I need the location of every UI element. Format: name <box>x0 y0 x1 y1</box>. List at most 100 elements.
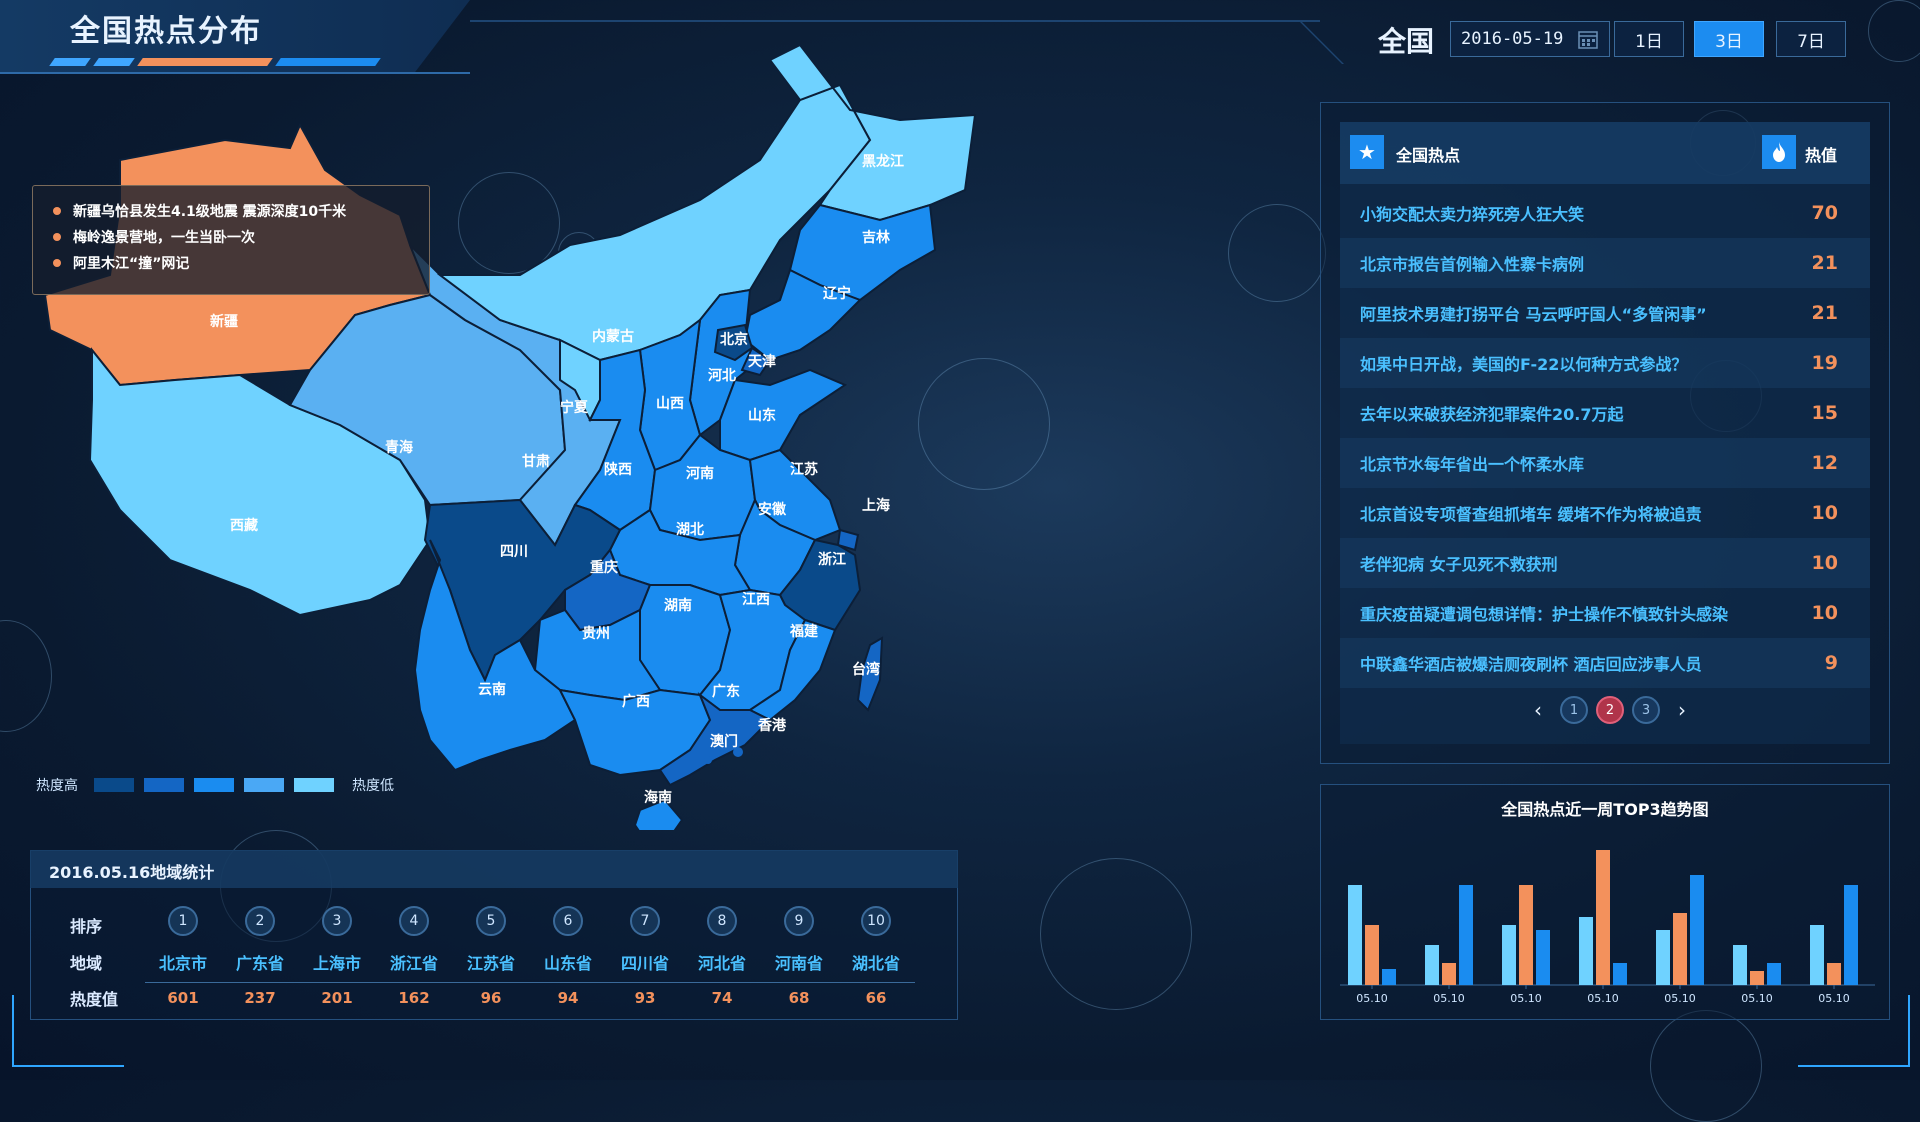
rank-cell: 2 <box>225 906 295 936</box>
trend-bar[interactable] <box>1579 917 1593 985</box>
decor-sphere <box>1040 858 1192 1010</box>
range-button-1d[interactable]: 1日 <box>1614 21 1684 57</box>
province-label: 山东 <box>748 407 776 424</box>
rank-cell: 7 <box>610 906 680 936</box>
heat-value-cell: 68 <box>788 989 810 1007</box>
province-label: 香港 <box>757 717 787 734</box>
trend-bar[interactable] <box>1348 885 1362 985</box>
news-item[interactable]: 梅岭逸景营地，一生当卧一次 <box>53 224 429 250</box>
trend-bar[interactable] <box>1425 945 1439 985</box>
hot-row[interactable]: 北京节水每年省出一个怀柔水库 12 <box>1340 438 1870 488</box>
province-label: 江西 <box>742 591 770 608</box>
region-cell[interactable]: 河北省 <box>697 954 746 973</box>
province-xizang[interactable] <box>88 347 432 617</box>
hot-row[interactable]: 北京市报告首例输入性寨卡病例 21 <box>1340 238 1870 288</box>
news-item[interactable]: 新疆乌恰县发生4.1级地震 震源深度10千米 <box>53 198 429 224</box>
province-aomen[interactable] <box>704 756 712 764</box>
region-label[interactable]: 全国 <box>1378 25 1435 58</box>
trend-bar[interactable] <box>1810 925 1824 985</box>
star-icon: ★ <box>1350 135 1384 169</box>
range-button-3d[interactable]: 3日 <box>1694 21 1764 57</box>
hot-row[interactable]: 如果中日开战，美国的F-22以何种方式参战？ 19 <box>1340 338 1870 388</box>
region-cell[interactable]: 河南省 <box>774 954 823 973</box>
hot-row[interactable]: 中联鑫华酒店被爆洁厕夜刷杯 酒店回应涉事人员 9 <box>1340 638 1870 688</box>
hot-item-value: 70 <box>1811 202 1838 224</box>
province-label: 新疆 <box>210 313 238 330</box>
trend-bar[interactable] <box>1733 945 1747 985</box>
page-button-2[interactable]: 2 <box>1596 696 1624 724</box>
rank-badge: 6 <box>553 906 583 936</box>
trend-bar[interactable] <box>1382 969 1396 985</box>
region-cell[interactable]: 四川省 <box>620 954 669 973</box>
trend-bar[interactable] <box>1459 885 1473 985</box>
province-heilongjiang[interactable] <box>768 43 977 222</box>
trend-bar[interactable] <box>1502 925 1516 985</box>
hot-item-value: 15 <box>1811 402 1838 424</box>
region-cell[interactable]: 湖北省 <box>851 954 900 973</box>
trend-bar[interactable] <box>1844 885 1858 985</box>
province-taiwan[interactable] <box>856 636 884 712</box>
page-button-1[interactable]: 1 <box>1560 696 1588 724</box>
region-cell[interactable]: 上海市 <box>312 954 361 973</box>
trend-bar[interactable] <box>1365 925 1379 985</box>
province-label: 江苏 <box>790 461 818 478</box>
province-liaoning[interactable] <box>743 268 862 362</box>
rank-badge: 9 <box>784 906 814 936</box>
trend-bar[interactable] <box>1827 963 1841 985</box>
province-xianggang[interactable] <box>733 747 743 757</box>
heat-value-cell: 66 <box>865 989 887 1007</box>
province-label: 内蒙古 <box>592 328 634 345</box>
hot-item-text: 北京首设专项督查组抓堵车 缓堵不作为将被追责 <box>1360 505 1702 524</box>
trend-bar[interactable] <box>1767 963 1781 985</box>
trend-bar[interactable] <box>1613 963 1627 985</box>
trend-bar[interactable] <box>1536 930 1550 985</box>
province-label: 湖南 <box>664 597 692 614</box>
province-label: 广东 <box>712 683 740 700</box>
province-guangdong[interactable] <box>658 692 772 787</box>
province-label: 青海 <box>385 439 413 456</box>
trend-bar[interactable] <box>1673 913 1687 985</box>
hot-item-text: 重庆疫苗疑遭调包想详情：护士操作不慎致针头感染 <box>1360 605 1729 624</box>
trend-bar[interactable] <box>1690 875 1704 985</box>
hot-row[interactable]: 北京首设专项督查组抓堵车 缓堵不作为将被追责 10 <box>1340 488 1870 538</box>
chevron-left-icon[interactable]: ‹ <box>1534 698 1542 722</box>
hot-row[interactable]: 小狗交配太卖力猝死旁人狂大笑 70 <box>1340 188 1870 238</box>
date-picker[interactable]: 2016-05-19 <box>1450 21 1610 57</box>
calendar-icon[interactable] <box>1577 28 1599 50</box>
header-line <box>1298 20 1344 64</box>
hot-row[interactable]: 老伴犯病 女子见死不救获刑 10 <box>1340 538 1870 588</box>
region-cell[interactable]: 山东省 <box>543 954 592 973</box>
province-label: 河南 <box>686 465 714 482</box>
region-cell[interactable]: 北京市 <box>158 954 207 973</box>
trend-bar[interactable] <box>1656 930 1670 985</box>
hot-row[interactable]: 重庆疫苗疑遭调包想详情：护士操作不慎致针头感染 10 <box>1340 588 1870 638</box>
range-button-7d[interactable]: 7日 <box>1776 21 1846 57</box>
hot-row[interactable]: 阿里技术男建打拐平台 马云呼吁国人“多管闲事” 21 <box>1340 288 1870 338</box>
trend-bar[interactable] <box>1519 885 1533 985</box>
chevron-right-icon[interactable]: › <box>1678 698 1686 722</box>
legend-swatch <box>194 778 234 792</box>
region-cell[interactable]: 江苏省 <box>466 954 515 973</box>
province-jilin[interactable] <box>788 203 937 302</box>
region-row-label: 地域 <box>70 954 103 973</box>
region-cell[interactable]: 浙江省 <box>389 954 438 973</box>
hot-item-value: 10 <box>1811 502 1838 524</box>
province-beijing[interactable] <box>713 323 754 362</box>
heat-value-cell: 237 <box>244 989 276 1007</box>
province-tianjin[interactable] <box>740 346 772 377</box>
decor-sphere <box>1228 204 1326 302</box>
province-label: 云南 <box>478 681 506 698</box>
trend-bar[interactable] <box>1750 971 1764 985</box>
trend-bar[interactable] <box>1442 963 1456 985</box>
region-cell[interactable]: 广东省 <box>235 954 284 973</box>
province-yunnan[interactable] <box>413 539 577 772</box>
hot-row[interactable]: 去年以来破获经济犯罪案件20.7万起 15 <box>1340 388 1870 438</box>
hot-item-value: 9 <box>1824 652 1838 674</box>
province-shandong[interactable] <box>719 368 848 462</box>
news-item[interactable]: 阿里木江“撞”网记 <box>53 250 429 276</box>
trend-bar[interactable] <box>1596 850 1610 985</box>
page-button-3[interactable]: 3 <box>1632 696 1660 724</box>
province-hainan[interactable] <box>633 798 684 830</box>
rank-cell: 3 <box>302 906 372 936</box>
province-shanghai[interactable] <box>836 528 860 552</box>
